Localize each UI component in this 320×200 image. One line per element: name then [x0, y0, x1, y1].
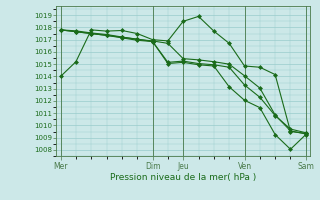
X-axis label: Pression niveau de la mer( hPa ): Pression niveau de la mer( hPa ) — [110, 173, 256, 182]
